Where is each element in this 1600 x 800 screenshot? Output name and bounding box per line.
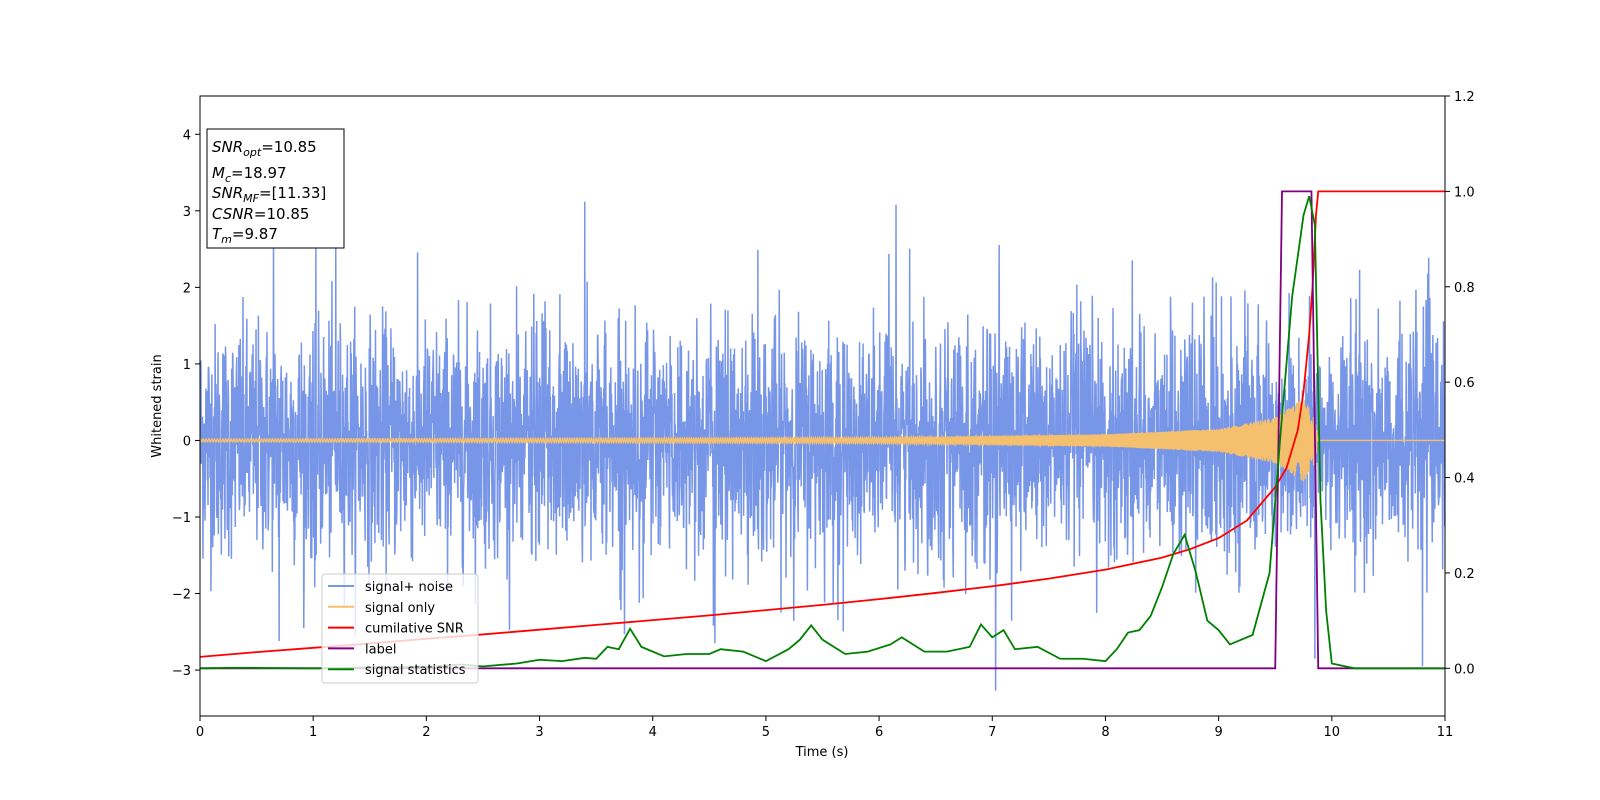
annotation-line: Tm=9.87 [212,225,278,246]
plot-frame [199,95,1446,717]
y-axis-left: −3 −2 −1 0 1 2 3 4 [172,128,200,679]
y-right-tick-label: 0.2 [1454,567,1475,582]
x-tick-label: 0 [196,725,204,740]
x-tick-label: 8 [1101,725,1109,740]
legend-entry-label: signal+ noise [365,580,453,595]
x-tick-label: 3 [535,725,543,740]
stats-annotation-box: SNRopt=10.85Mc=18.97SNRMF=[11.33]CSNR=10… [206,128,345,249]
annotation-value: =10.85 [261,138,317,156]
annotation-symbol: SNR [212,138,243,156]
annotation-symbol: SNR [212,184,243,202]
annotation-symbol: T [212,225,223,243]
y-right-tick-label: 1.0 [1454,185,1475,200]
series-signal-statistics-line [200,195,1445,670]
annotation-subscript: c [225,172,231,185]
x-tick-label: 11 [1437,725,1454,740]
x-tick-label: 6 [875,725,883,740]
legend-frame [321,573,479,684]
legend-entry-label: signal only [365,601,435,616]
series-label-line [200,190,1445,670]
annotation-subscript: MF [243,192,259,205]
y-left-tick-label: 0 [183,434,191,449]
annotation-line: Mc=18.97 [212,164,287,185]
legend: signal+ noise signal only cumilative SNR la… [321,573,479,684]
annotation-line: SNRMF=[11.33] [212,184,326,205]
annotation-value: =9.87 [232,225,278,243]
annotation-symbol: CSNR [212,205,254,223]
legend-entry-label: cumilative SNR [365,622,464,637]
y-right-tick-label: 0.6 [1454,376,1475,391]
legend-entry-label: signal statistics [365,663,466,678]
y-right-tick-label: 0.0 [1454,662,1475,677]
y-axis-right: 0.0 0.2 0.4 0.6 0.8 1.0 1.2 [1445,90,1475,677]
x-axis: 0 1 2 3 4 5 6 7 8 9 10 11 [196,716,1453,740]
y-right-tick-label: 0.4 [1454,472,1475,487]
y-left-tick-label: 3 [183,205,191,220]
x-tick-label: 10 [1324,725,1341,740]
annotation-symbol: M [212,164,225,182]
annotation-value: =[11.33] [259,184,326,202]
legend-entry-label: label [365,642,396,657]
annotation-value: =10.85 [254,205,310,223]
y-right-tick-label: 1.2 [1454,90,1475,105]
x-tick-label: 4 [649,725,657,740]
y-left-tick-label: 1 [183,358,191,373]
y-left-tick-label: 4 [183,128,191,143]
y-left-tick-label: −3 [172,664,191,679]
x-tick-label: 9 [1214,725,1222,740]
y-left-tick-label: −1 [172,511,191,526]
y-left-tick-label: 2 [183,281,191,296]
annotation-subscript: opt [243,146,262,159]
annotation-line: CSNR=10.85 [212,205,309,223]
annotation-value: =18.97 [231,164,287,182]
x-tick-label: 5 [762,725,770,740]
series-signal-only-line [200,399,1445,482]
y-right-tick-label: 0.8 [1454,281,1475,296]
x-tick-label: 2 [422,725,430,740]
x-tick-label: 7 [988,725,996,740]
annotation-subscript: m [221,233,232,246]
x-tick-label: 1 [309,725,317,740]
annotation-frame [206,128,345,249]
x-axis-label: Time (s) [795,745,849,760]
y-left-tick-label: −2 [172,588,191,603]
y-axis-label: Whitened strain [150,354,165,457]
annotation-line: SNRopt=10.85 [212,138,317,159]
